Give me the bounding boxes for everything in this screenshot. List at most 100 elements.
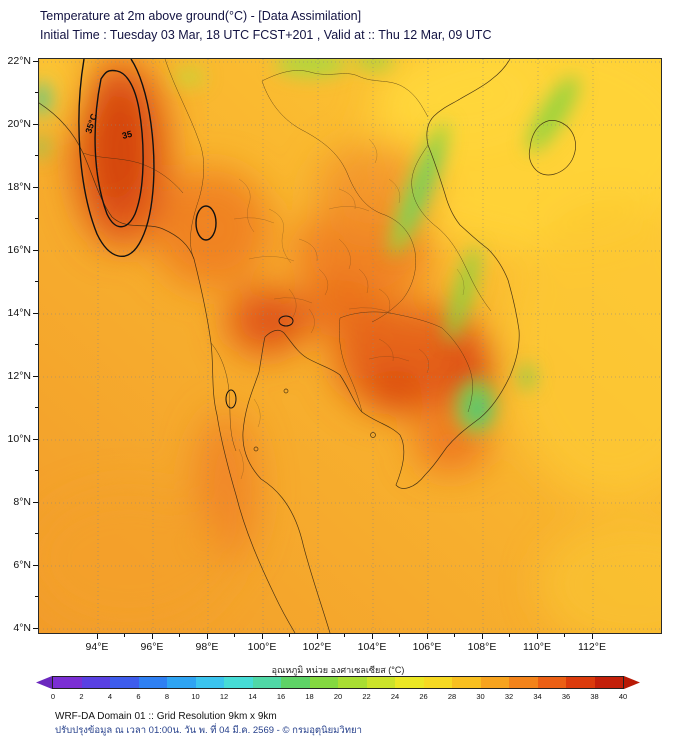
axis-tick-mark <box>399 634 400 637</box>
axis-tick-label: 18 <box>305 692 314 701</box>
colorbar-segment <box>195 677 224 688</box>
colorbar-segment <box>138 677 167 688</box>
axis-tick-label: 30 <box>476 692 485 701</box>
colorbar-segment <box>480 677 509 688</box>
colorbar-segment <box>366 677 395 688</box>
axis-tick-mark <box>234 634 235 637</box>
colorbar-segment <box>309 677 338 688</box>
colorbar-segment <box>167 677 196 688</box>
axis-tick-label: 102°E <box>302 641 332 653</box>
colorbar-segment <box>338 677 367 688</box>
footer: WRF-DA Domain 01 :: Grid Resolution 9km … <box>55 709 362 738</box>
axis-tick-mark <box>316 634 318 639</box>
axis-tick-label: 20 <box>333 692 343 701</box>
axis-tick-mark <box>289 634 290 637</box>
axis-tick-label: 26 <box>419 692 428 701</box>
coastline-layer <box>39 59 576 633</box>
axis-tick-label: 40 <box>618 692 628 701</box>
axis-tick-label: 104°E <box>357 641 387 653</box>
axis-tick-label: 100°E <box>247 641 277 653</box>
axis-tick-mark <box>261 634 263 639</box>
colorbar-segment <box>252 677 281 688</box>
axis-tick-label: 8 <box>164 692 170 701</box>
axis-tick-mark <box>591 634 593 639</box>
axis-tick-label: 12 <box>219 692 229 701</box>
footer-update-info: ปรับปรุงข้อมูล ณ เวลา 01:00น. วัน พ. ที่… <box>55 725 362 736</box>
axis-tick-label: 38 <box>590 692 599 701</box>
colorbar-segment <box>509 677 538 688</box>
axis-tick-mark <box>151 634 153 639</box>
axis-tick-label: 24 <box>390 692 400 701</box>
axis-tick-mark <box>179 634 180 637</box>
axis-tick-label: 12°N <box>7 370 31 382</box>
axis-tick-label: 0 <box>50 692 56 701</box>
colorbar-segment <box>537 677 566 688</box>
colorbar <box>36 676 640 689</box>
axis-tick-label: 4 <box>107 692 113 701</box>
colorbar-segment <box>452 677 481 688</box>
map-title: Temperature at 2m above ground(°C) - [Da… <box>40 9 362 23</box>
axis-tick-mark <box>426 634 428 639</box>
axis-tick-label: 10 <box>191 692 200 701</box>
axis-tick-label: 28 <box>447 692 457 701</box>
axis-tick-label: 106°E <box>412 641 442 653</box>
colorbar-segment <box>281 677 310 688</box>
axis-tick-label: 34 <box>533 692 542 701</box>
axis-tick-mark <box>206 634 208 639</box>
axis-tick-mark <box>536 634 538 639</box>
colorbar-segments <box>52 676 624 689</box>
axis-tick-label: 94°E <box>85 641 109 653</box>
colorbar-segment <box>110 677 139 688</box>
contour-label-35: 35 <box>121 129 133 141</box>
axis-tick-label: 22°N <box>7 55 31 67</box>
axis-tick-mark <box>481 634 483 639</box>
axis-tick-label: 36 <box>561 692 571 701</box>
axis-tick-mark <box>124 634 125 637</box>
axis-tick-label: 2 <box>79 692 84 701</box>
axis-tick-label: 6°N <box>13 559 31 571</box>
axis-tick-label: 8°N <box>13 496 31 508</box>
colorbar-segment <box>594 677 623 688</box>
axis-tick-label: 10°N <box>7 433 31 445</box>
temperature-field-svg: 35°C 35 <box>39 59 661 633</box>
axis-tick-label: 110°E <box>523 641 551 653</box>
axis-tick-label: 112°E <box>578 641 606 653</box>
axis-tick-label: 20°N <box>7 118 31 130</box>
colorbar-segment <box>53 677 82 688</box>
axis-tick-label: 18°N <box>7 181 31 193</box>
axis-tick-label: 98°E <box>195 641 219 653</box>
colorbar-segment <box>423 677 452 688</box>
header: Temperature at 2m above ground(°C) - [Da… <box>40 7 491 45</box>
colorbar-segment <box>566 677 595 688</box>
axis-tick-label: 32 <box>504 692 514 701</box>
colorbar-segment <box>224 677 253 688</box>
axis-tick-label: 16 <box>276 692 286 701</box>
axis-tick-label: 14 <box>248 692 257 701</box>
map-subtitle: Initial Time : Tuesday 03 Mar, 18 UTC FC… <box>40 27 492 42</box>
axis-tick-mark <box>454 634 455 637</box>
axis-tick-label: 14°N <box>7 307 31 319</box>
footer-domain-info: WRF-DA Domain 01 :: Grid Resolution 9km … <box>55 711 277 722</box>
colorbar-segment <box>81 677 110 688</box>
axis-tick-mark <box>564 634 565 637</box>
axis-tick-label: 6 <box>136 692 141 701</box>
axis-tick-label: 108°E <box>467 641 497 653</box>
axis-tick-mark <box>509 634 510 637</box>
colorbar-arrow-right <box>624 676 640 689</box>
map-plot: 35°C 35 <box>38 58 662 634</box>
axis-tick-label: 4°N <box>13 622 31 634</box>
axis-tick-mark <box>371 634 373 639</box>
colorbar-title: อุณหภูมิ หน่วย องศาเซลเซียส (°C) <box>271 665 405 675</box>
colorbar-segment <box>395 677 424 688</box>
axis-tick-mark <box>344 634 345 637</box>
colorbar-arrow-left <box>36 676 52 689</box>
axis-tick-label: 96°E <box>140 641 164 653</box>
province-border-layer <box>233 138 465 480</box>
colorbar-ticks: 0 2 4 6 8 10 12 14 16 18 20 22 24 26 28 30 32 34 36 38 40 <box>50 692 627 702</box>
axis-tick-mark <box>96 634 98 639</box>
axis-tick-label: 22 <box>362 692 371 701</box>
map-container: 35°C 35 22°N 20°N 18°N 16°N 14°N 12°N 10°N 8°N 6… <box>0 54 676 660</box>
contour-35c-layer <box>78 59 294 409</box>
axis-tick-label: 16°N <box>7 244 31 256</box>
